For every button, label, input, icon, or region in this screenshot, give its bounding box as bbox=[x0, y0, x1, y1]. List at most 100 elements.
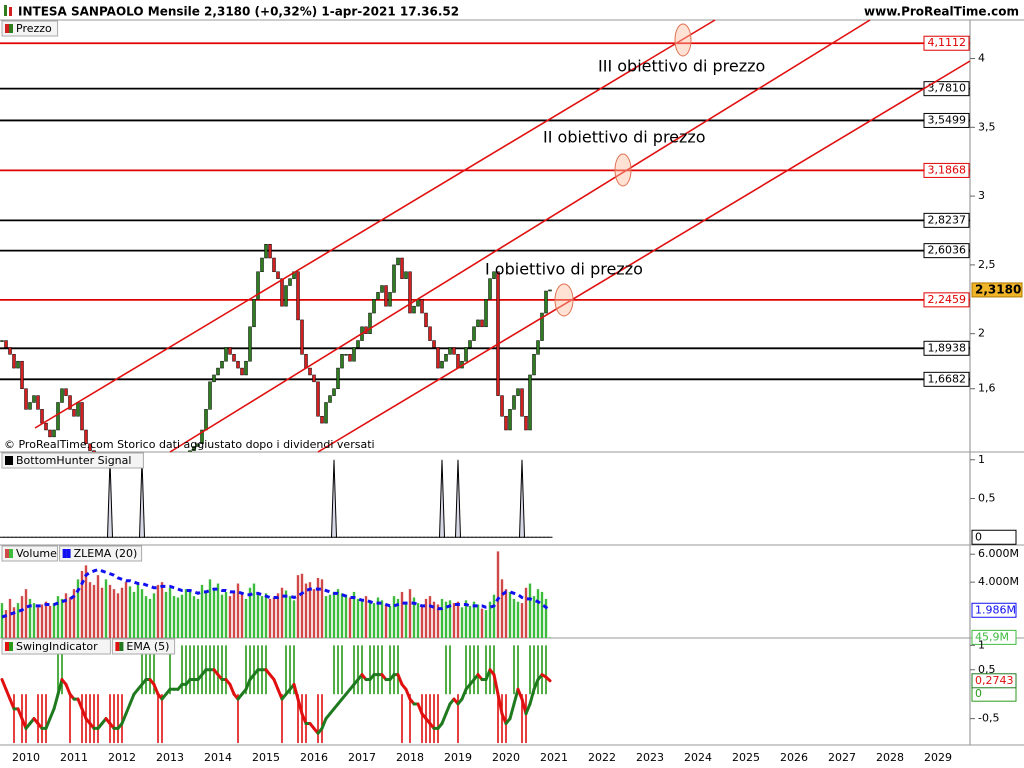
volume-bar bbox=[356, 598, 360, 638]
legend-label: BottomHunter Signal bbox=[16, 454, 131, 467]
candle bbox=[272, 257, 276, 273]
ema-segment bbox=[152, 682, 160, 696]
volume-bar bbox=[72, 589, 76, 638]
volume-bar bbox=[340, 593, 344, 638]
candle bbox=[540, 312, 544, 341]
level-label-box bbox=[923, 112, 970, 128]
volume-bar bbox=[408, 589, 412, 638]
y-tick-label: 0,5 bbox=[978, 492, 996, 505]
swing-bar bbox=[149, 645, 151, 695]
last-value-box bbox=[971, 673, 1017, 689]
candle bbox=[80, 402, 84, 431]
swing-bar bbox=[429, 694, 431, 744]
volume-bar bbox=[416, 603, 420, 638]
candle bbox=[480, 319, 484, 328]
ema-segment bbox=[276, 687, 284, 701]
ema-segment bbox=[76, 697, 84, 711]
legend-icon bbox=[66, 549, 71, 558]
volume-bar bbox=[480, 608, 484, 638]
candle bbox=[16, 360, 20, 369]
swing-bar bbox=[393, 645, 395, 695]
volume-bar bbox=[0, 603, 4, 638]
swing-bar bbox=[341, 645, 343, 695]
candle bbox=[44, 422, 48, 431]
x-tick-label: 2012 bbox=[108, 751, 136, 764]
legend-label: SwingIndicator bbox=[16, 640, 98, 653]
volume-bar bbox=[212, 587, 216, 638]
volume-bar bbox=[4, 610, 8, 638]
ema-segment bbox=[500, 712, 508, 726]
swing-bar bbox=[61, 645, 63, 695]
volume-bar bbox=[452, 603, 456, 638]
volume-bar bbox=[124, 582, 128, 638]
y-tick-label: 4 bbox=[978, 52, 985, 65]
volume-bar bbox=[524, 587, 528, 638]
swing-bar bbox=[401, 694, 403, 744]
ema-segment bbox=[396, 673, 404, 686]
last-value-label: 0,2743 bbox=[975, 674, 1014, 687]
volume-bar bbox=[112, 589, 116, 638]
candle bbox=[8, 347, 12, 355]
swing-bar bbox=[317, 694, 319, 744]
ema-segment bbox=[56, 678, 64, 696]
swing-bar bbox=[169, 645, 171, 695]
x-tick-label: 2026 bbox=[780, 751, 808, 764]
candle bbox=[288, 278, 292, 286]
volume-bar bbox=[176, 597, 180, 638]
swing-bar bbox=[505, 694, 507, 744]
candle bbox=[408, 271, 412, 314]
volume-bar bbox=[548, 637, 552, 638]
level-label-box bbox=[923, 371, 970, 387]
volume-bar bbox=[256, 591, 260, 638]
volume-bar bbox=[204, 590, 208, 638]
volume-bar bbox=[252, 583, 256, 638]
swing-bar bbox=[153, 645, 155, 695]
ema-segment bbox=[64, 682, 72, 696]
x-tick-label: 2010 bbox=[12, 751, 40, 764]
y-tick-label: 2,5 bbox=[978, 258, 996, 271]
candle bbox=[380, 285, 384, 293]
volume-bar bbox=[20, 596, 24, 638]
volume-bar bbox=[272, 597, 276, 638]
x-tick-label: 2027 bbox=[828, 751, 856, 764]
candle bbox=[496, 271, 500, 396]
swing-bar bbox=[353, 645, 355, 695]
volume-bar bbox=[40, 604, 44, 638]
swing-bar bbox=[449, 645, 451, 695]
ema-segment bbox=[124, 702, 132, 716]
panel bbox=[0, 42, 970, 452]
ema-segment bbox=[484, 668, 492, 682]
candle bbox=[376, 292, 380, 300]
volume-bar bbox=[28, 598, 32, 638]
ema-segment bbox=[272, 678, 280, 691]
y-tick-label: 2 bbox=[978, 327, 985, 340]
swing-bar bbox=[361, 645, 363, 695]
ema-segment bbox=[52, 692, 60, 711]
source: www.ProRealTime.com bbox=[864, 5, 1019, 19]
candle bbox=[232, 354, 236, 362]
volume-bar bbox=[544, 598, 548, 638]
volume-bar bbox=[264, 593, 268, 638]
volume-bar bbox=[504, 589, 508, 638]
candle bbox=[488, 278, 492, 300]
signal-spike bbox=[438, 459, 446, 538]
swing-bar bbox=[37, 694, 39, 744]
volume-bar bbox=[220, 594, 224, 638]
x-tick-label: 2015 bbox=[252, 751, 280, 764]
candle bbox=[516, 388, 520, 396]
candle bbox=[268, 244, 272, 259]
legend-box bbox=[59, 545, 143, 562]
candle bbox=[412, 305, 416, 314]
swing-bar bbox=[41, 694, 43, 744]
volume-bar bbox=[448, 600, 452, 638]
trend-line bbox=[169, 19, 871, 453]
x-tick-label: 2029 bbox=[924, 751, 952, 764]
candle bbox=[240, 367, 244, 376]
swing-bar bbox=[445, 645, 447, 695]
candle bbox=[248, 326, 252, 362]
volume-bar bbox=[376, 597, 380, 638]
volume-bar bbox=[336, 589, 340, 638]
volume-bar bbox=[512, 598, 516, 638]
swing-bar bbox=[545, 645, 547, 695]
ema-segment bbox=[516, 687, 524, 701]
